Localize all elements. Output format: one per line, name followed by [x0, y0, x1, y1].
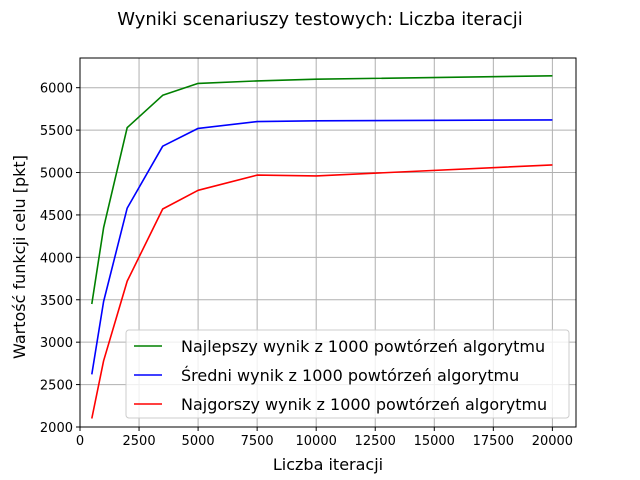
- y-axis-title: Wartość funkcji celu [pkt]: [10, 155, 29, 359]
- y-tick-label: 3500: [40, 294, 73, 309]
- y-tick-label: 3000: [40, 336, 73, 351]
- legend-label: Najlepszy wynik z 1000 powtórzeń algoryt…: [181, 337, 545, 356]
- series-lines: [91, 75, 553, 419]
- chart-title: Wyniki scenariuszy testowych: Liczba ite…: [117, 9, 523, 30]
- y-tick-label: 6000: [40, 82, 73, 97]
- legend-box: [125, 329, 570, 419]
- y-tick-label: 4500: [40, 209, 73, 224]
- axis-ticks: 0 2500 5000 7500 10000 12500 15000 17500 20000 20…: [40, 82, 573, 449]
- x-tick-label: 5000: [182, 434, 215, 449]
- legend: Najlepszy wynik z 1000 powtórzeń algoryt…: [125, 329, 570, 419]
- y-tick-label: 2500: [40, 379, 73, 394]
- y-tick-label: 4000: [40, 251, 73, 266]
- x-tick-label: 12500: [355, 434, 396, 449]
- series-line-3: [91, 164, 553, 419]
- plot-frame: [79, 57, 577, 428]
- series-line-2: [91, 119, 553, 375]
- x-tick-label: 0: [76, 434, 84, 449]
- y-tick-label: 5000: [40, 167, 73, 182]
- x-tick-label: 10000: [296, 434, 337, 449]
- y-tick-label: 5500: [40, 124, 73, 139]
- x-tick-label: 15000: [414, 434, 455, 449]
- x-axis-title: Liczba iteracji: [273, 455, 383, 474]
- y-tick-label: 2000: [40, 421, 73, 436]
- series-line-1: [91, 75, 553, 305]
- legend-label: Najgorszy wynik z 1000 powtórzeń algoryt…: [181, 395, 547, 414]
- x-tick-label: 2500: [123, 434, 156, 449]
- x-tick-label: 7500: [241, 434, 274, 449]
- legend-label: Średni wynik z 1000 powtórzeń algorytmu: [181, 366, 519, 385]
- x-tick-label: 17500: [473, 434, 514, 449]
- x-tick-label: 20000: [532, 434, 573, 449]
